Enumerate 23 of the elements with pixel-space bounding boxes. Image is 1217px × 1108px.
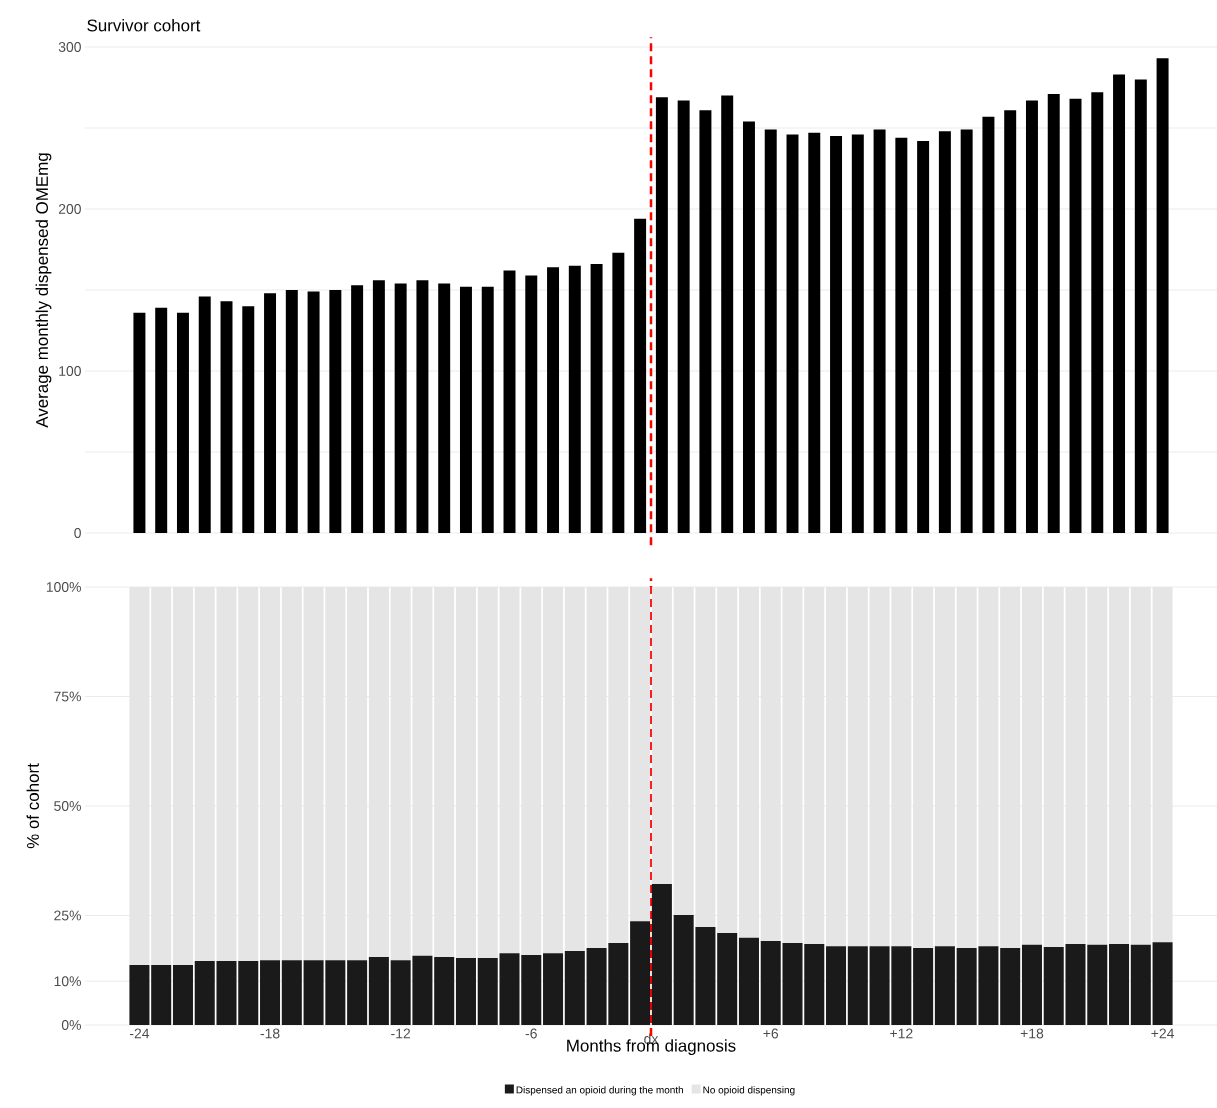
y-tick-label: 200 (58, 204, 81, 214)
y-tick-label: 10% (54, 976, 81, 987)
y-axis-title: Average monthly dispensed OMEmg (35, 153, 52, 428)
x-tick-label: +24 (1151, 1028, 1174, 1039)
x-tick-label: +12 (890, 1028, 913, 1039)
x-tick-label: +6 (763, 1028, 779, 1039)
y-tick-label: 75% (54, 691, 81, 702)
legend-label: Dispensed an opioid during the month (516, 1086, 683, 1096)
y-tick-label: 25% (54, 910, 81, 921)
x-tick-label: -12 (391, 1028, 411, 1039)
legend-label: No opioid dispensing (703, 1086, 795, 1096)
x-tick-label: +18 (1020, 1028, 1044, 1039)
y-tick-label: 300 (58, 42, 81, 52)
x-tick-label: -24 (129, 1028, 150, 1039)
y-tick-label: 0% (61, 1020, 81, 1030)
y-axis-title: % of cohort (26, 763, 39, 849)
y-tick-label: 0 (74, 528, 81, 538)
x-tick-label: -6 (525, 1028, 537, 1039)
y-tick-label: 100% (46, 582, 81, 592)
y-tick-label: 50% (54, 801, 81, 811)
chart-title: Survivor cohort (87, 19, 201, 32)
y-tick-label: 100 (59, 366, 81, 376)
x-tick-label: -18 (260, 1028, 280, 1039)
